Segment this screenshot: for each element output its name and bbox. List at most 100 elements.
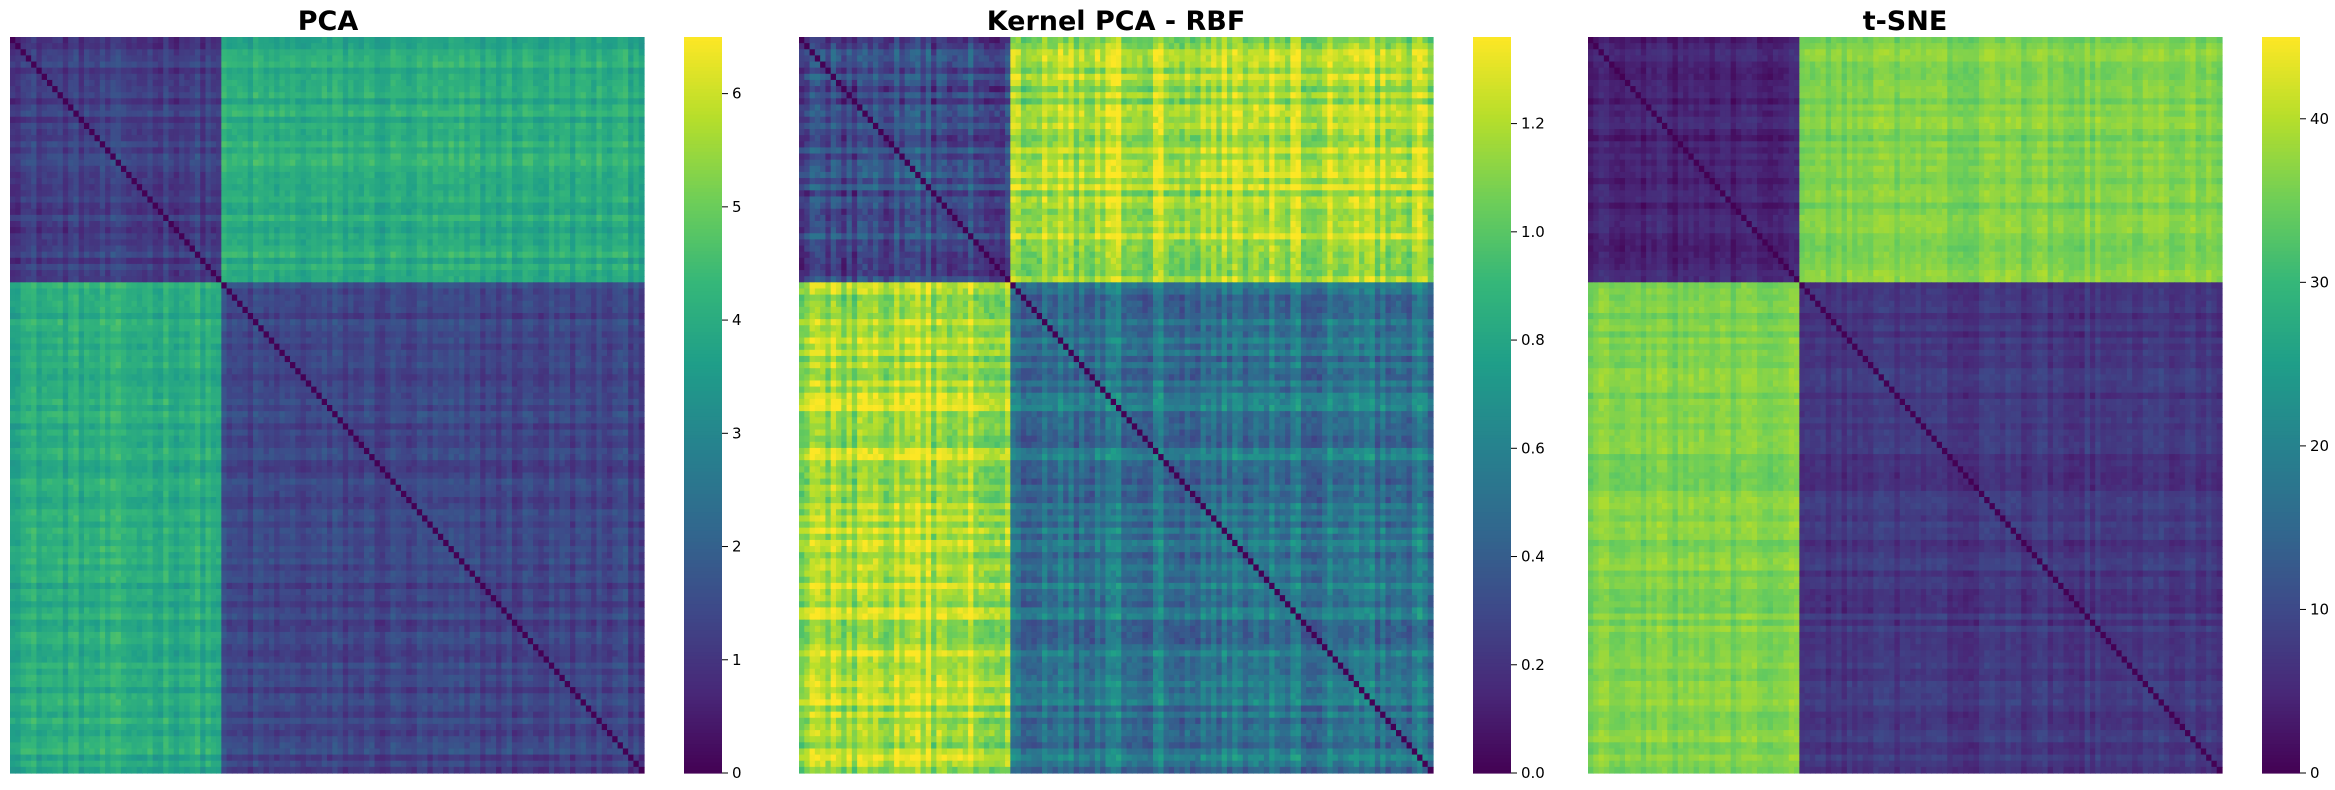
heatmap-cell [591, 257, 598, 265]
heatmap-cell [411, 129, 418, 136]
heatmap-cell [184, 221, 191, 228]
heatmap-cell [194, 263, 201, 271]
heatmap-cell [300, 159, 307, 167]
heatmap-cell [231, 98, 238, 106]
heatmap-cell [237, 221, 244, 228]
heatmap-cell [142, 221, 148, 228]
heatmap-cell [189, 86, 196, 93]
heatmap-cell [469, 141, 476, 148]
heatmap-cell [575, 221, 582, 228]
heatmap-cell [226, 227, 233, 234]
heatmap-cell [543, 37, 550, 44]
heatmap-cell [485, 276, 492, 283]
heatmap-cell [358, 159, 365, 167]
heatmap-cell [390, 263, 397, 271]
heatmap-cell [46, 184, 53, 191]
heatmap-cell [617, 55, 624, 63]
heatmap-cell [617, 153, 624, 161]
heatmap-cell [506, 98, 513, 106]
heatmap-cell [94, 196, 101, 204]
heatmap-cell [83, 214, 90, 222]
heatmap-cell [564, 86, 571, 93]
heatmap-cell [78, 288, 85, 296]
heatmap-cell [406, 233, 413, 240]
heatmap-cell [358, 184, 365, 191]
heatmap-cell [395, 190, 402, 198]
heatmap-cell [226, 171, 233, 179]
heatmap-cell [36, 251, 43, 259]
heatmap-cell [105, 55, 111, 63]
heatmap-cell [628, 43, 635, 50]
heatmap-cell [490, 245, 497, 253]
heatmap-cell [200, 98, 207, 106]
heatmap-cell [295, 135, 302, 142]
heatmap-cell [332, 116, 339, 124]
heatmap-cell [284, 67, 291, 75]
heatmap-cell [268, 227, 275, 234]
heatmap-cell [443, 79, 450, 87]
heatmap-cell [490, 37, 497, 44]
heatmap-cell [200, 251, 207, 259]
heatmap-cell [253, 147, 259, 155]
heatmap-cell [453, 257, 460, 265]
heatmap-cell [305, 208, 312, 216]
heatmap-cell [395, 122, 402, 130]
heatmap-cell [99, 61, 106, 69]
heatmap-cell [300, 110, 307, 118]
heatmap-cell [258, 55, 265, 63]
heatmap-cell [585, 135, 592, 142]
heatmap-cell [305, 239, 312, 247]
heatmap-cell [554, 129, 561, 136]
heatmap-cell [448, 129, 455, 136]
heatmap-cell [295, 196, 302, 204]
heatmap-cell [25, 190, 32, 198]
heatmap-cell [184, 135, 191, 142]
heatmap-cell [506, 171, 513, 179]
heatmap-cell [490, 79, 497, 87]
heatmap-cell [379, 239, 386, 247]
heatmap-cell [25, 202, 32, 210]
heatmap-cell [474, 227, 481, 234]
heatmap-cell [459, 276, 465, 283]
heatmap-cell [416, 129, 423, 136]
heatmap-cell [580, 122, 587, 130]
heatmap-cell [99, 55, 106, 63]
heatmap-cell [83, 49, 90, 56]
heatmap-cell [142, 202, 148, 210]
heatmap-cell [163, 122, 170, 130]
heatmap-cell [78, 135, 85, 142]
heatmap-cell [395, 270, 402, 277]
heatmap-cell [533, 110, 539, 118]
heatmap-cell [570, 79, 576, 87]
heatmap-cell [194, 208, 201, 216]
heatmap-cell [580, 270, 587, 277]
heatmap-cell [395, 92, 402, 99]
heatmap-cell [480, 196, 487, 204]
heatmap-cell [147, 86, 154, 93]
heatmap-cell [279, 135, 286, 142]
heatmap-cell [527, 129, 534, 136]
heatmap-cell [210, 98, 217, 106]
heatmap-cell [189, 276, 196, 283]
heatmap-cell [369, 43, 376, 50]
heatmap-cell [105, 61, 111, 69]
heatmap-cell [284, 147, 291, 155]
heatmap-cell [585, 79, 592, 87]
heatmap-cell [52, 190, 59, 198]
heatmap-cell [179, 37, 185, 44]
heatmap-cell [580, 159, 587, 167]
heatmap-cell [205, 165, 212, 173]
heatmap-cell [596, 214, 603, 222]
heatmap-cell [638, 257, 645, 265]
heatmap-cell [41, 153, 48, 161]
heatmap-cell [459, 49, 465, 56]
heatmap-cell [511, 49, 518, 56]
heatmap-cell [585, 122, 592, 130]
heatmap-cell [628, 49, 635, 56]
heatmap-cell [506, 245, 513, 253]
heatmap-cell [443, 257, 450, 265]
heatmap-cell [538, 92, 545, 99]
heatmap-cell [274, 202, 281, 210]
heatmap-cell [62, 43, 69, 50]
heatmap-cell [99, 73, 106, 81]
